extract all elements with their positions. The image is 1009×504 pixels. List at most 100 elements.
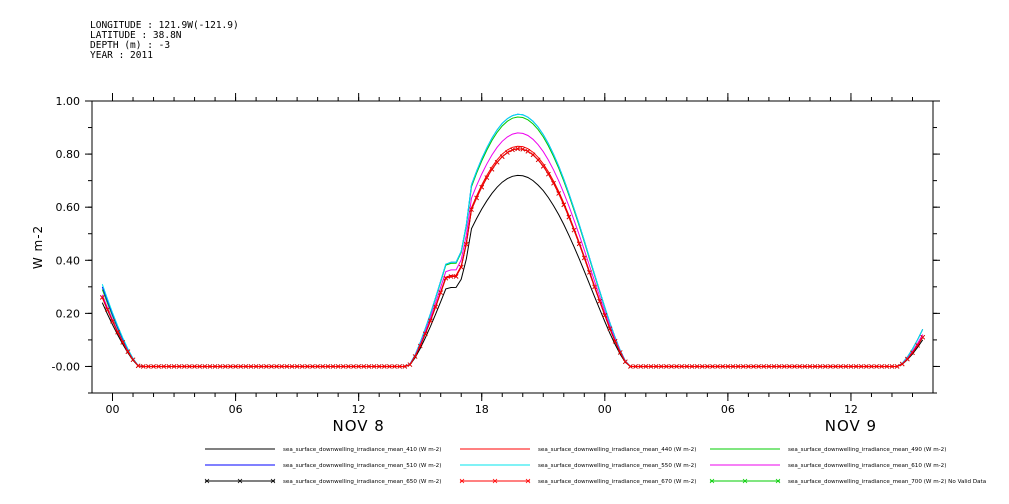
- data-marker: [638, 364, 643, 369]
- data-marker: [361, 364, 367, 369]
- data-marker: [787, 364, 792, 369]
- data-marker: [499, 154, 505, 159]
- data-marker: [556, 191, 561, 196]
- data-marker: [869, 364, 874, 369]
- data-marker: [623, 359, 628, 365]
- legend-marker: [492, 478, 498, 484]
- data-marker: [771, 364, 777, 369]
- data-marker: [156, 364, 161, 369]
- data-marker: [207, 364, 213, 369]
- data-marker: [197, 364, 202, 369]
- data-marker: [371, 364, 377, 369]
- data-marker: [817, 364, 823, 369]
- latitude-label: LATITUDE : 38.8N: [90, 30, 182, 41]
- data-marker: [735, 364, 741, 369]
- data-marker: [387, 364, 392, 369]
- data-marker: [417, 343, 423, 349]
- legend-label: sea_surface_downwelling_irradiance_mean_…: [788, 447, 946, 453]
- data-marker: [130, 357, 136, 363]
- legend-marker: [459, 478, 465, 484]
- data-marker: [479, 184, 485, 190]
- data-marker: [279, 364, 285, 369]
- data-marker: [848, 364, 854, 369]
- year-label: YEAR : 2011: [90, 50, 153, 61]
- data-marker: [315, 364, 320, 369]
- data-marker: [382, 364, 387, 369]
- data-marker: [346, 364, 351, 369]
- data-marker: [212, 364, 218, 369]
- data-marker: [653, 364, 659, 369]
- data-marker: [192, 364, 197, 369]
- legend-label: sea_surface_downwelling_irradiance_mean_…: [538, 463, 696, 469]
- data-marker: [879, 364, 885, 369]
- data-marker: [120, 340, 126, 345]
- data-marker: [792, 364, 797, 369]
- x-tick-label: 12: [844, 403, 858, 416]
- data-marker: [828, 364, 833, 369]
- data-marker: [658, 364, 664, 369]
- series-line: [101, 148, 924, 367]
- legend-label: sea_surface_downwelling_irradiance_mean_…: [538, 447, 696, 453]
- x-tick-label: 00: [598, 403, 612, 416]
- data-marker: [679, 364, 685, 369]
- data-marker: [899, 361, 905, 367]
- data-marker: [782, 364, 787, 369]
- data-marker: [592, 284, 597, 290]
- legend-label: sea_surface_downwelling_irradiance_mean_…: [283, 447, 441, 453]
- data-marker: [807, 364, 813, 369]
- data-marker: [305, 364, 310, 369]
- data-marker: [494, 159, 500, 165]
- data-marker: [161, 364, 167, 369]
- x-tick-label: 00: [106, 403, 120, 416]
- series-line: [101, 145, 924, 367]
- data-marker: [412, 354, 418, 359]
- data-marker: [648, 364, 654, 369]
- legend-label: sea_surface_downwelling_irradiance_mean_…: [283, 479, 441, 485]
- legend-label: sea_surface_downwelling_irradiance_mean_…: [788, 463, 946, 469]
- data-marker: [289, 364, 295, 369]
- data-marker: [540, 164, 546, 169]
- data-marker: [125, 349, 131, 354]
- data-marker: [607, 326, 613, 332]
- data-marker: [505, 150, 510, 155]
- data-marker: [576, 241, 582, 247]
- data-marker: [740, 364, 746, 369]
- data-marker: [858, 364, 864, 369]
- data-marker: [582, 255, 587, 261]
- data-marker: [525, 149, 531, 154]
- data-marker: [146, 364, 151, 369]
- data-marker: [330, 364, 336, 369]
- data-marker: [438, 290, 443, 295]
- data-marker: [217, 364, 223, 369]
- data-marker: [710, 364, 715, 369]
- data-marker: [551, 180, 556, 186]
- data-marker: [151, 364, 156, 369]
- legend-marker: [775, 478, 781, 484]
- data-marker: [530, 152, 536, 158]
- data-marker: [689, 364, 695, 369]
- data-marker: [694, 364, 700, 369]
- data-marker: [874, 364, 879, 369]
- data-marker: [469, 207, 474, 212]
- data-marker: [566, 214, 572, 220]
- date-label: NOV 9: [825, 417, 877, 435]
- data-marker: [474, 195, 479, 201]
- data-marker: [715, 364, 720, 369]
- data-marker: [756, 364, 761, 369]
- data-marker: [243, 364, 249, 369]
- data-marker: [633, 364, 638, 369]
- legend-label: sea_surface_downwelling_irradiance_mean_…: [283, 463, 441, 469]
- data-marker: [376, 364, 382, 369]
- data-marker: [571, 227, 577, 233]
- data-marker: [294, 364, 300, 369]
- legend-label: sea_surface_downwelling_irradiance_mean_…: [788, 479, 986, 485]
- data-marker: [515, 146, 520, 152]
- data-marker: [223, 364, 228, 369]
- data-marker: [561, 202, 567, 208]
- data-marker: [351, 364, 356, 369]
- series-line: [101, 113, 924, 367]
- data-marker: [669, 364, 674, 369]
- x-tick-label: 18: [475, 403, 489, 416]
- data-marker: [720, 364, 726, 369]
